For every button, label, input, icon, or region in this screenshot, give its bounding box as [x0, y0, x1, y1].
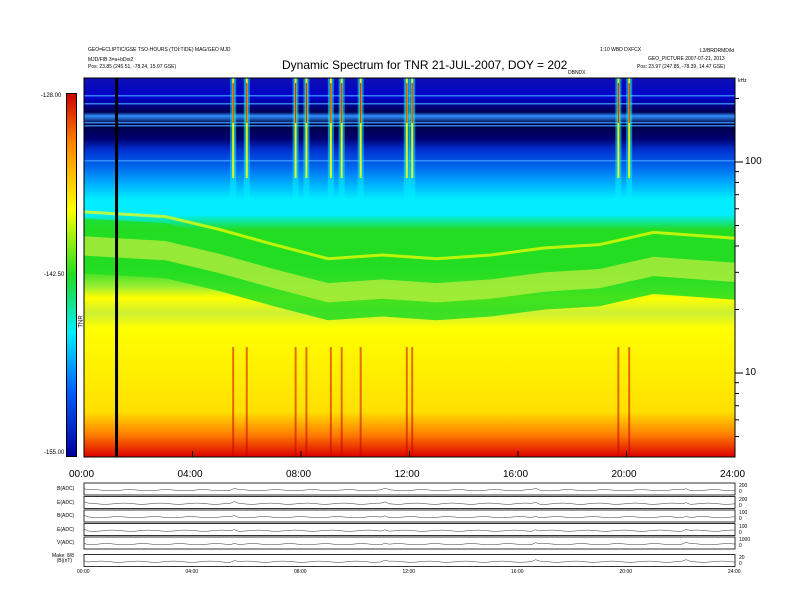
burst-red-9 [617, 83, 619, 123]
burst-core-7 [405, 78, 408, 178]
panel-x-label: 08:00 [294, 568, 307, 575]
burst-red-8 [411, 83, 413, 123]
panel-label: B(ADC) [57, 513, 75, 519]
x-tick-label: 16:00 [503, 469, 529, 480]
header-left-line3: Pos: 23.85 (245.51, -78.24, 15.07 GSE) [88, 64, 177, 70]
header-right-line3: Pos: 23.97 (247.85, -78.39, 14.47 GSE) [637, 64, 726, 70]
panel-label: V(ADC) [57, 540, 75, 546]
x-tick-label: 20:00 [611, 469, 637, 480]
panel-right-tick: 1000 [739, 537, 751, 543]
burst-red-1 [246, 83, 248, 123]
panel-right-tick: 0 [739, 560, 742, 567]
panel-frame-3 [83, 523, 736, 536]
panel-right-tick: 0 [739, 489, 742, 495]
x-tick-label: 04:00 [177, 469, 203, 480]
panel-right-tick: 200 [739, 483, 748, 489]
x-tick-label: 00:00 [69, 469, 95, 480]
burst-red-4 [330, 83, 332, 123]
header-right-corner: L3/BRDRMD/kt [700, 48, 735, 54]
panel-right-tick: 100 [739, 523, 748, 530]
burst-low-5 [340, 347, 343, 457]
panel-frame-1 [83, 496, 736, 509]
panel-x-label: 12:00 [402, 568, 416, 575]
burst-low-1 [245, 347, 248, 457]
panel-label: B(ADC) [57, 486, 75, 492]
panel-trace-0 [83, 487, 736, 492]
burst-red-3 [305, 83, 308, 123]
panel-trace-5 [83, 559, 736, 563]
header-left-line1: GEO=ECLIPTIC/GSE TSO-HOURS (TOI:TIDE) MA… [88, 47, 231, 53]
burst-core-3 [305, 78, 308, 178]
panel-frame-4 [83, 536, 736, 550]
panel-right-tick: 20 [739, 554, 745, 561]
panel-right-tick: 0 [739, 529, 742, 536]
panel-x-label: 04:00 [185, 568, 199, 575]
burst-core-10 [628, 78, 631, 178]
panel-frame-2 [83, 509, 736, 523]
burst-core-5 [340, 78, 343, 178]
colorbar-mid-label: -142.50 [44, 272, 65, 278]
band-upper-edge [83, 210, 736, 261]
burst-red-6 [360, 83, 362, 123]
panel-frame-5 [83, 554, 736, 567]
burst-core-9 [617, 78, 620, 178]
burst-core-4 [329, 78, 332, 178]
panel-x-label: 24:00 [728, 568, 741, 575]
burst-core-6 [359, 78, 362, 178]
panel-trace-3 [83, 528, 735, 532]
chart-title: Dynamic Spectrum for TNR 21-JUL-2007, DO… [282, 58, 568, 72]
burst-red-7 [406, 83, 408, 123]
panel-label: E(ADC) [57, 526, 75, 533]
panel-x-label: 16:00 [511, 568, 524, 575]
panel-trace-2 [83, 514, 736, 519]
burst-red-5 [341, 83, 343, 123]
right-axis-unit: kHz [738, 78, 747, 84]
burst-red-2 [294, 83, 297, 123]
panel-x-label: 20:00 [619, 568, 633, 575]
panel-right-tick: 0 [739, 516, 742, 522]
burst-low-8 [411, 347, 414, 457]
emission-band-core [84, 236, 735, 303]
burst-core-1 [245, 78, 248, 178]
emission-band [84, 218, 735, 321]
panel-right-tick: 0 [739, 543, 742, 549]
burst-low-7 [405, 347, 408, 457]
time-marker-line [115, 78, 119, 457]
x-tick-label: 08:00 [286, 469, 312, 480]
burst-red-10 [628, 83, 630, 123]
panel-right-tick: 0 [739, 502, 742, 509]
colorbar-max-label: -128.00 [41, 93, 62, 99]
panel-trace-4 [83, 542, 736, 546]
panel-trace-1 [83, 501, 736, 505]
burst-core-2 [294, 78, 297, 178]
panel-label: E(ADC) [57, 499, 75, 506]
header-left-line2: MJD/FIB 3=a+bDoi2 [88, 57, 134, 63]
burst-core-0 [232, 78, 235, 178]
panel-label: |B|(nT) [57, 557, 73, 564]
y-tick-label: 10 [745, 367, 757, 379]
burst-low-10 [628, 347, 631, 457]
y-tick-label: 100 [745, 155, 762, 167]
burst-low-9 [617, 347, 620, 457]
burst-core-8 [411, 78, 414, 178]
burst-low-6 [359, 347, 362, 457]
burst-low-0 [232, 347, 235, 457]
burst-red-0 [232, 83, 234, 123]
x-tick-label: 12:00 [394, 469, 420, 480]
header-right-line1: 1:10 WBD DXFCX [600, 47, 642, 53]
colorbar [66, 93, 77, 457]
x-tick-label: 24:00 [720, 469, 746, 480]
panel-right-tick: 200 [739, 496, 748, 503]
panel-right-tick: 100 [739, 510, 748, 516]
burst-low-3 [305, 347, 308, 457]
colorbar-min-label: -155.00 [44, 450, 65, 456]
panel-footer: Make: 8/8 [52, 553, 74, 559]
panel-x-label: 00:00 [77, 568, 90, 575]
header-mid-label: DBNDX [568, 70, 586, 76]
panel-frame-0 [83, 482, 736, 496]
burst-low-2 [294, 347, 297, 457]
header-right-line2: GEO_PICTURE 2007-07-21, 2013 [648, 56, 725, 62]
burst-low-4 [329, 347, 332, 457]
